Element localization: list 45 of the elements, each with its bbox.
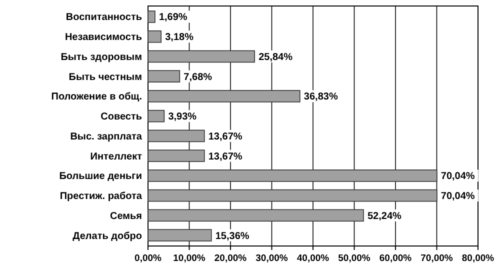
x-tick-label: 40,00% — [296, 253, 330, 264]
bar — [148, 90, 300, 102]
data-label: 3,18% — [165, 32, 194, 44]
bar — [148, 189, 438, 202]
y-tick-label: Выс. зарплата — [70, 131, 142, 142]
data-label: 7,68% — [184, 72, 212, 83]
bar — [148, 170, 438, 182]
data-label: 70,04% — [440, 171, 475, 182]
bar — [148, 229, 212, 242]
data-label: 52,24% — [367, 210, 402, 222]
bar — [148, 30, 162, 43]
data-label: 25,84% — [258, 52, 293, 63]
y-tick-label: Положение в общ. — [51, 92, 142, 103]
bar — [148, 150, 205, 162]
y-tick-label: Большие деньги — [59, 171, 142, 182]
x-tick-label: 80,00% — [462, 253, 495, 264]
y-tick-label: Быть честным — [68, 72, 142, 83]
x-tick-label: 70,00% — [420, 253, 454, 264]
bar — [148, 70, 180, 82]
y-tick-label: Независимость — [64, 32, 142, 44]
x-tick-label: 50,00% — [338, 253, 371, 264]
x-tick-label: 20,00% — [214, 253, 248, 264]
y-tick-label: Совесть — [100, 112, 142, 123]
y-tick-label: Воспитанность — [66, 12, 142, 24]
y-tick-label: Семья — [110, 210, 142, 222]
y-tick-label: Быть здоровым — [60, 52, 142, 63]
bar — [148, 130, 205, 142]
bar — [148, 50, 255, 63]
data-label: 13,67% — [208, 131, 242, 142]
y-tick-label: Престиж. работа — [60, 191, 142, 202]
data-label: 3,93% — [168, 112, 197, 123]
x-tick-label: 30,00% — [256, 253, 288, 264]
data-label: 70,04% — [440, 191, 475, 202]
x-tick-label: 10,00% — [173, 253, 206, 264]
y-tick-label: Делать добро — [72, 230, 142, 242]
data-label: 1,69% — [158, 12, 188, 24]
bar — [148, 10, 156, 23]
bar — [148, 110, 165, 122]
bar — [148, 209, 364, 222]
x-tick-label: 0,00% — [134, 253, 162, 264]
x-tick-label: 60,00% — [379, 253, 412, 264]
data-label: 13,67% — [208, 151, 242, 162]
data-label: 15,36% — [215, 230, 250, 242]
y-tick-label: Интеллект — [90, 151, 142, 162]
data-label: 36,83% — [304, 92, 338, 103]
